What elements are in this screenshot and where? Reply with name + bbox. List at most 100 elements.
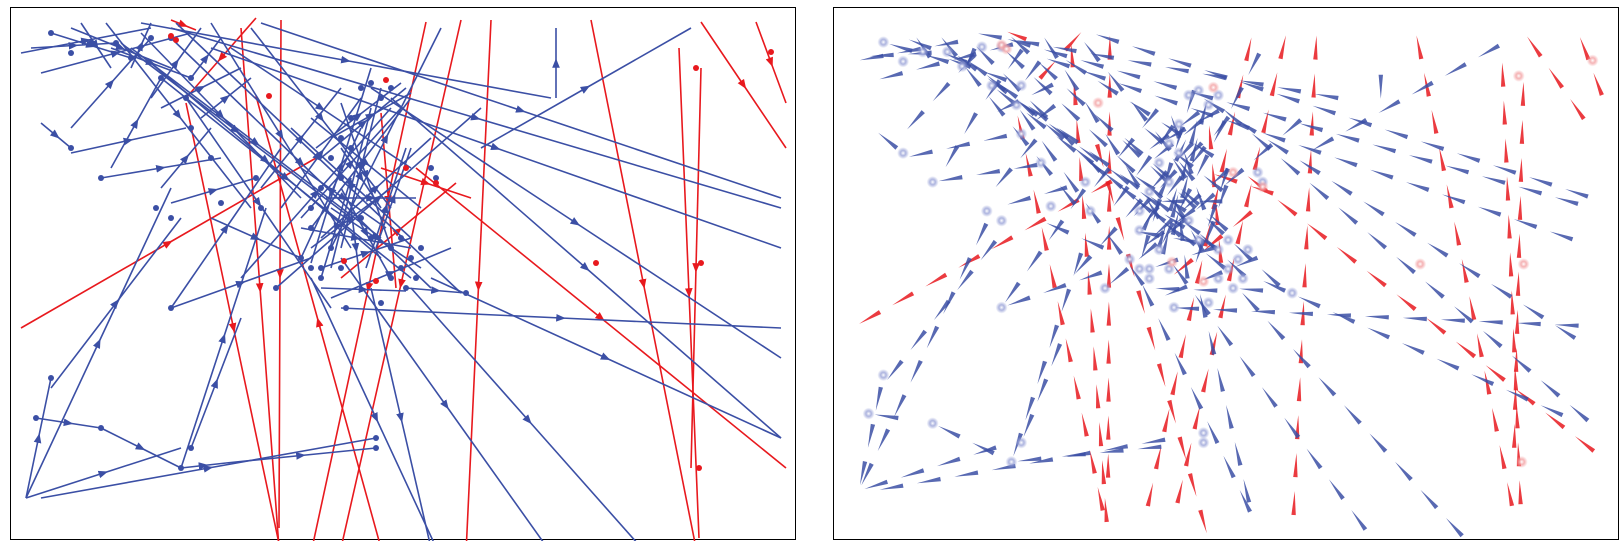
blue-arrow-line — [190, 317, 242, 449]
blue-node-dot — [273, 285, 279, 291]
blue-streak — [1043, 185, 1068, 194]
blue-streak — [1025, 396, 1036, 421]
red-streak — [1461, 258, 1469, 283]
blue-streak — [1079, 270, 1103, 281]
red-streak — [1178, 334, 1186, 359]
red-streak — [1469, 296, 1477, 321]
red-streak — [1096, 384, 1101, 409]
blue-streak — [1175, 207, 1196, 224]
blue-streak — [1297, 296, 1321, 309]
blue-arrow-line — [310, 277, 434, 541]
blue-streak — [1444, 62, 1467, 76]
blue-streak — [879, 483, 904, 490]
red-arrow-line — [678, 47, 700, 539]
glowing-blue-node — [1192, 84, 1205, 97]
red-streak — [1291, 491, 1296, 516]
red-streak — [1065, 338, 1073, 363]
glowing-blue-node — [1251, 166, 1264, 179]
blue-streak — [1132, 46, 1156, 56]
blue-streak — [1099, 448, 1124, 453]
red-streak — [1296, 377, 1302, 402]
red-streak — [1104, 498, 1109, 523]
blue-streak — [946, 141, 971, 149]
red-streak — [1025, 152, 1033, 177]
blue-arrow-line — [310, 117, 422, 209]
red-streak — [1593, 72, 1604, 96]
glowing-red-node — [1586, 54, 1599, 67]
blue-streak — [1384, 129, 1409, 140]
blue-streak — [1408, 155, 1433, 164]
blue-streak — [964, 112, 978, 135]
blue-node-dot — [343, 305, 349, 311]
blue-streak — [1284, 417, 1301, 439]
blue-streak — [1251, 310, 1275, 315]
glowing-blue-node — [862, 407, 875, 420]
blue-streak — [1223, 455, 1236, 479]
blue-streak — [1425, 281, 1445, 299]
blue-node-dot — [308, 265, 314, 271]
red-streak — [1574, 436, 1596, 453]
blue-streak — [1298, 145, 1322, 155]
red-streak — [1446, 184, 1454, 209]
blue-node-dot — [68, 50, 74, 56]
blue-arrow-line — [170, 257, 312, 309]
blue-node-dot — [308, 225, 314, 231]
blue-streak — [1195, 239, 1206, 264]
blue-streak — [1440, 318, 1465, 323]
blue-streak — [1243, 479, 1252, 503]
blue-node-dot — [388, 245, 394, 251]
blue-streak — [1331, 180, 1353, 196]
blue-arrow-line — [410, 287, 637, 541]
red-streak — [1208, 125, 1214, 150]
red-streak — [1218, 294, 1226, 319]
blue-streak — [1044, 37, 1059, 59]
blue-streak — [1328, 479, 1345, 500]
red-arrow-line — [380, 167, 472, 199]
red-streak — [1519, 119, 1525, 144]
blue-node-dot — [168, 215, 174, 221]
red-streak — [1106, 301, 1111, 326]
blue-streak — [1253, 143, 1274, 161]
red-streak — [1507, 482, 1515, 507]
blue-arrow-line — [320, 137, 432, 239]
blue-streak — [1401, 343, 1425, 355]
blue-streak — [1261, 269, 1281, 288]
red-streak — [1107, 73, 1112, 98]
blue-streak — [1141, 234, 1151, 259]
red-streak — [1454, 221, 1462, 246]
red-arrow-line — [185, 17, 257, 99]
blue-arrow-line — [330, 107, 372, 269]
blue-streak — [1196, 187, 1207, 211]
glowing-blue-node — [1182, 89, 1195, 102]
blue-node-dot — [388, 275, 394, 281]
blue-streak — [1109, 168, 1131, 185]
blue-streak — [1183, 151, 1194, 175]
blue-streak — [1198, 199, 1223, 204]
red-streak — [1153, 445, 1162, 470]
red-streak — [1106, 225, 1112, 250]
blue-streak — [1395, 222, 1417, 237]
red-arrow-line — [340, 182, 457, 279]
blue-arrow-line — [150, 27, 202, 99]
red-streak — [1431, 109, 1439, 134]
blue-streak — [945, 145, 960, 168]
red-streak — [1485, 365, 1506, 382]
blue-node-dot — [188, 125, 194, 131]
blue-streak — [1024, 60, 1042, 81]
arrow-plot-panel — [10, 7, 796, 541]
blue-streak — [1060, 185, 1077, 206]
red-streak — [1426, 317, 1447, 335]
blue-streak — [1207, 203, 1218, 228]
blue-node-dot — [358, 85, 364, 91]
glowing-red-node — [1092, 96, 1105, 109]
blue-node-dot — [153, 205, 159, 211]
blue-arrow-line — [375, 147, 412, 249]
blue-streak — [1518, 186, 1543, 196]
blue-arrow-line — [170, 177, 257, 204]
blue-arrow-line — [25, 187, 172, 499]
red-streak — [1090, 308, 1095, 333]
glowing-blue-node — [1172, 147, 1185, 160]
streak-plot-canvas — [859, 31, 1604, 538]
blue-arrow-line — [130, 47, 382, 239]
blue-streak — [1436, 358, 1460, 371]
